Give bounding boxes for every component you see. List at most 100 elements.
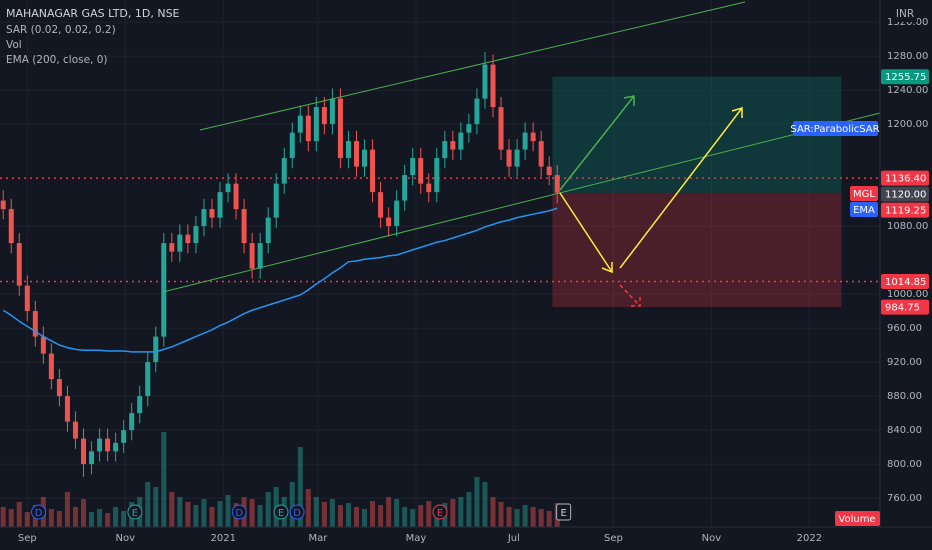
- volume-bar: [530, 507, 536, 527]
- volume-bar: [546, 511, 552, 527]
- candle-body: [305, 115, 311, 142]
- volume-bar: [16, 502, 22, 527]
- indicator: EMA (200, close, 0): [6, 54, 108, 66]
- event-label: D: [235, 508, 243, 519]
- arrow-head: [631, 297, 641, 307]
- price-label: 1014.85: [885, 277, 926, 288]
- arrow-head: [623, 95, 635, 106]
- y-tick-label: 960.00: [887, 323, 922, 334]
- y-tick-label: 760.00: [887, 493, 922, 504]
- arrow-up: [559, 95, 635, 191]
- event-label: E: [132, 508, 138, 519]
- event-label: D: [35, 508, 43, 519]
- indicator: SAR (0.02, 0.02, 0.2): [6, 24, 116, 36]
- candle-body: [177, 234, 183, 252]
- candle-body: [402, 175, 408, 201]
- price-label-box: [881, 186, 929, 202]
- candle-body: [121, 430, 127, 443]
- candle-body: [538, 141, 544, 167]
- volume-bar: [402, 507, 408, 527]
- volume-bar: [450, 499, 456, 527]
- price-label: 1119.25: [885, 206, 926, 217]
- candle-body: [169, 243, 175, 252]
- candle-body: [410, 158, 416, 176]
- volume-bar: [313, 497, 319, 527]
- volume-bar: [321, 502, 327, 527]
- candle-body: [458, 132, 464, 150]
- volume-bar: [89, 512, 95, 527]
- volume-bar: [482, 482, 488, 527]
- symbol-tag-box: [850, 186, 878, 201]
- candle-body: [105, 438, 111, 452]
- candle-body: [249, 243, 255, 269]
- sar-tag-box: [793, 121, 878, 136]
- price-label: 1255.75: [885, 72, 926, 83]
- event-label: E: [278, 508, 284, 519]
- volume-bar: [113, 507, 119, 527]
- volume-bar: [121, 511, 127, 527]
- sar-tag: SAR:ParabolicSAR: [790, 124, 879, 135]
- price-label-box: [881, 202, 929, 218]
- volume-bar: [8, 509, 14, 527]
- y-tick-label: 880.00: [887, 391, 922, 402]
- x-tick-label: 2022: [797, 533, 822, 544]
- y-tick-label: 1000.00: [887, 289, 928, 300]
- volume-bar: [153, 487, 159, 527]
- candle-body: [40, 336, 46, 354]
- symbol-tag: MGL: [853, 189, 875, 200]
- drawings: [162, 1, 881, 307]
- candle-body: [265, 217, 271, 244]
- candle-body: [394, 200, 400, 227]
- volume-bar: [225, 495, 231, 527]
- candle-body: [89, 451, 95, 465]
- x-tick-label: Nov: [702, 533, 722, 544]
- y-tick-label: 840.00: [887, 425, 922, 436]
- indicator: Vol: [6, 39, 22, 51]
- volume-bar: [329, 499, 335, 527]
- price-label-box: [881, 170, 929, 186]
- price-label-box: [881, 69, 929, 85]
- candle-body: [145, 362, 151, 397]
- x-tick-label: Mar: [309, 533, 329, 544]
- volume-bar: [490, 497, 496, 527]
- arrow-down: [559, 192, 613, 273]
- price-label-box: [881, 273, 929, 289]
- candle-body: [193, 226, 199, 244]
- ema-tag: EMA: [853, 205, 875, 216]
- volume-bar: [72, 507, 78, 527]
- volume-bar: [466, 492, 472, 527]
- candle-body: [362, 149, 368, 167]
- candle-body: [48, 353, 54, 380]
- channel-upper: [199, 1, 746, 131]
- title: MAHANAGAR GAS LTD, 1D, NSE: [6, 7, 180, 20]
- x-tick-label: 2021: [210, 533, 235, 544]
- axes: 1320.00 1280.00 1240.00 1200.00 1080.00 1000.…: [18, 17, 928, 544]
- candle-body: [530, 132, 536, 142]
- candle-body: [378, 192, 384, 218]
- candle-body: [137, 396, 143, 414]
- candle-body: [442, 141, 448, 159]
- candle-body: [24, 285, 30, 312]
- volume-bar: [514, 509, 520, 527]
- volume-bar: [249, 499, 255, 527]
- volume-bar: [394, 499, 400, 527]
- event-marker: [289, 504, 305, 520]
- candle-body: [289, 132, 295, 159]
- candle-body: [225, 183, 231, 193]
- volume-bar: [185, 502, 191, 527]
- volume-bar: [426, 501, 432, 527]
- candle-body: [522, 132, 528, 150]
- arrow-up: [619, 107, 743, 269]
- y-tick-label: 920.00: [887, 357, 922, 368]
- price-label: 984.75: [885, 303, 920, 314]
- stop-zone: [552, 192, 842, 308]
- candle-body: [0, 200, 6, 210]
- volume-bar: [378, 505, 384, 527]
- candle-body: [97, 438, 103, 452]
- x-tick-label: Sep: [604, 533, 623, 544]
- volume-bar: [209, 507, 215, 527]
- position-box: [552, 76, 842, 308]
- ema-tag-box: [850, 202, 878, 217]
- x-tick-label: May: [406, 533, 427, 544]
- volume-bar: [24, 512, 30, 527]
